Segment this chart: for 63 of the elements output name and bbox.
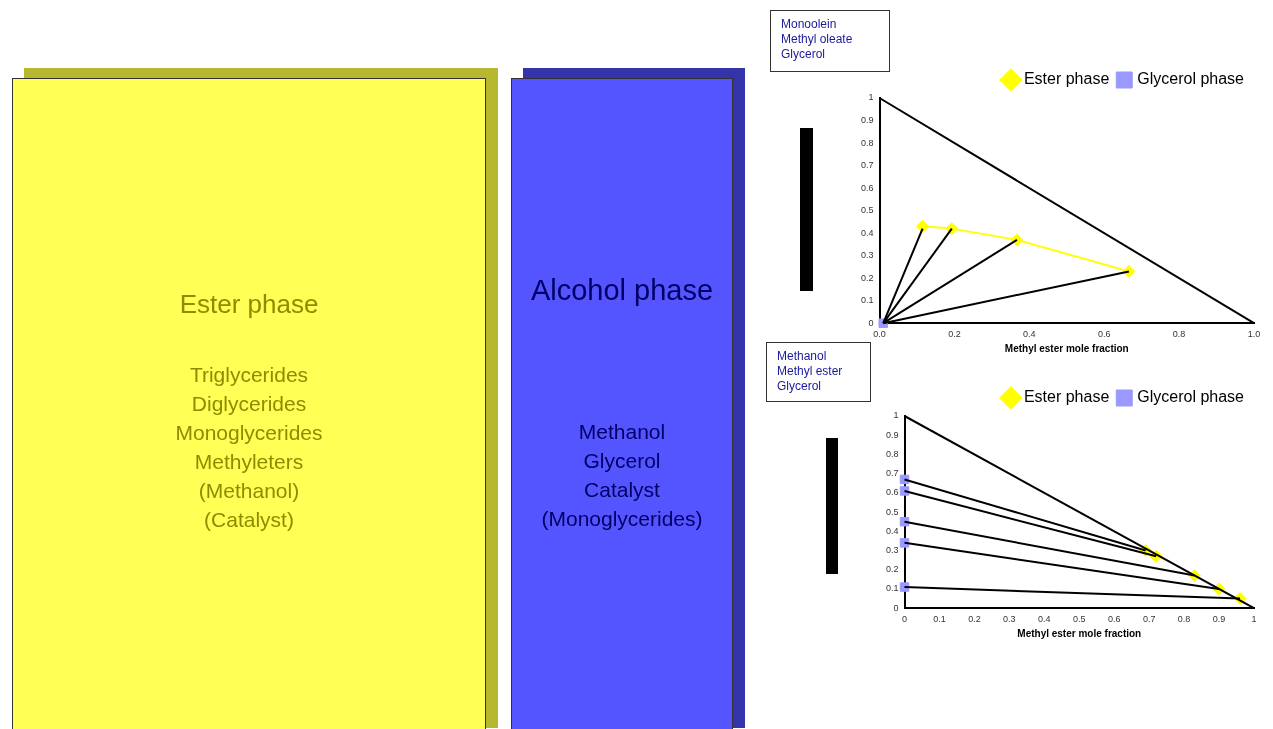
text: Alcohol phase xyxy=(529,274,715,307)
x-tick-label: 0.4 xyxy=(1038,614,1051,625)
y-tick-label: 0.8 xyxy=(886,448,899,459)
x-tick-label: 0.2 xyxy=(968,614,981,625)
y-tick-label: 0.2 xyxy=(886,564,899,575)
x-tick-label: 0.5 xyxy=(1073,614,1086,625)
x-tick-label: 0.3 xyxy=(1003,614,1016,625)
x-axis-title: Methyl ester mole fraction xyxy=(1004,342,1129,354)
x-tick-label: 0.0 xyxy=(873,329,886,340)
text: Glycerol xyxy=(777,379,822,393)
x-tick-label: 0.8 xyxy=(1177,614,1191,625)
y-tick-label: 0.2 xyxy=(861,272,874,283)
text: (Catalyst) xyxy=(203,507,295,533)
x-tick-label: 1 xyxy=(1251,614,1257,625)
y-tick-label: 0.4 xyxy=(861,227,874,238)
x-tick-label: 0.8 xyxy=(1172,329,1186,340)
text: Monoolein xyxy=(781,17,837,31)
text: Diglycerides xyxy=(190,391,308,417)
y-tick-label: 0 xyxy=(868,317,874,328)
legend-label: Ester phase xyxy=(1023,70,1110,88)
text: Methanol xyxy=(577,419,667,445)
text: Methyl ester xyxy=(777,364,843,378)
text: Methyl oleate xyxy=(781,32,853,46)
x-tick-label: 0.9 xyxy=(1212,614,1226,625)
y-tick-label: 1 xyxy=(893,410,899,421)
legend-label: Glycerol phase xyxy=(1137,70,1245,88)
x-tick-label: 0.2 xyxy=(948,329,961,340)
text: Methyleters xyxy=(193,449,305,475)
y-tick-label: 0.9 xyxy=(886,429,899,440)
y-tick-label: 0.6 xyxy=(861,182,874,193)
text: Glycerol xyxy=(582,448,662,474)
y-tick-label: 0.1 xyxy=(886,583,899,594)
x-tick-label: 0.6 xyxy=(1097,329,1111,340)
x-tick-label: 0.1 xyxy=(933,614,946,625)
x-tick-label: 0.7 xyxy=(1142,614,1156,625)
text: Catalyst xyxy=(583,477,661,503)
y-tick-label: 1 xyxy=(868,92,874,103)
x-tick-label: 1.0 xyxy=(1247,329,1261,340)
x-tick-label: 0 xyxy=(902,614,908,625)
x-tick-label: 0.6 xyxy=(1107,614,1121,625)
text: (Monoglycerides) xyxy=(540,506,704,532)
text: Methanol xyxy=(777,349,827,363)
x-axis-title: Methyl ester mole fraction xyxy=(1017,627,1142,639)
y-tick-label: 0.7 xyxy=(886,468,899,479)
y-tick-label: 0.8 xyxy=(861,137,874,148)
y-tick-label: 0.5 xyxy=(886,506,899,517)
y-tick-label: 0.3 xyxy=(861,250,874,261)
y-tick-label: 0 xyxy=(893,602,899,613)
y-tick-label: 0.3 xyxy=(886,545,899,556)
legend-label: Glycerol phase xyxy=(1137,388,1245,406)
text: Ester phase xyxy=(178,289,320,320)
y-tick-label: 0.6 xyxy=(886,487,899,498)
y-tick-label: 0.7 xyxy=(861,160,874,171)
text: Monoglycerides xyxy=(174,420,324,446)
text: Glycerol xyxy=(781,47,826,61)
legend-label: Ester phase xyxy=(1023,388,1110,406)
y-tick-label: 0.5 xyxy=(861,205,874,216)
y-tick-label: 0.1 xyxy=(861,295,874,306)
y-tick-label: 0.9 xyxy=(861,115,874,125)
text: Triglycerides xyxy=(188,362,310,388)
text: (Methanol) xyxy=(197,478,301,504)
y-tick-label: 0.4 xyxy=(886,525,899,536)
x-tick-label: 0.4 xyxy=(1023,329,1036,340)
